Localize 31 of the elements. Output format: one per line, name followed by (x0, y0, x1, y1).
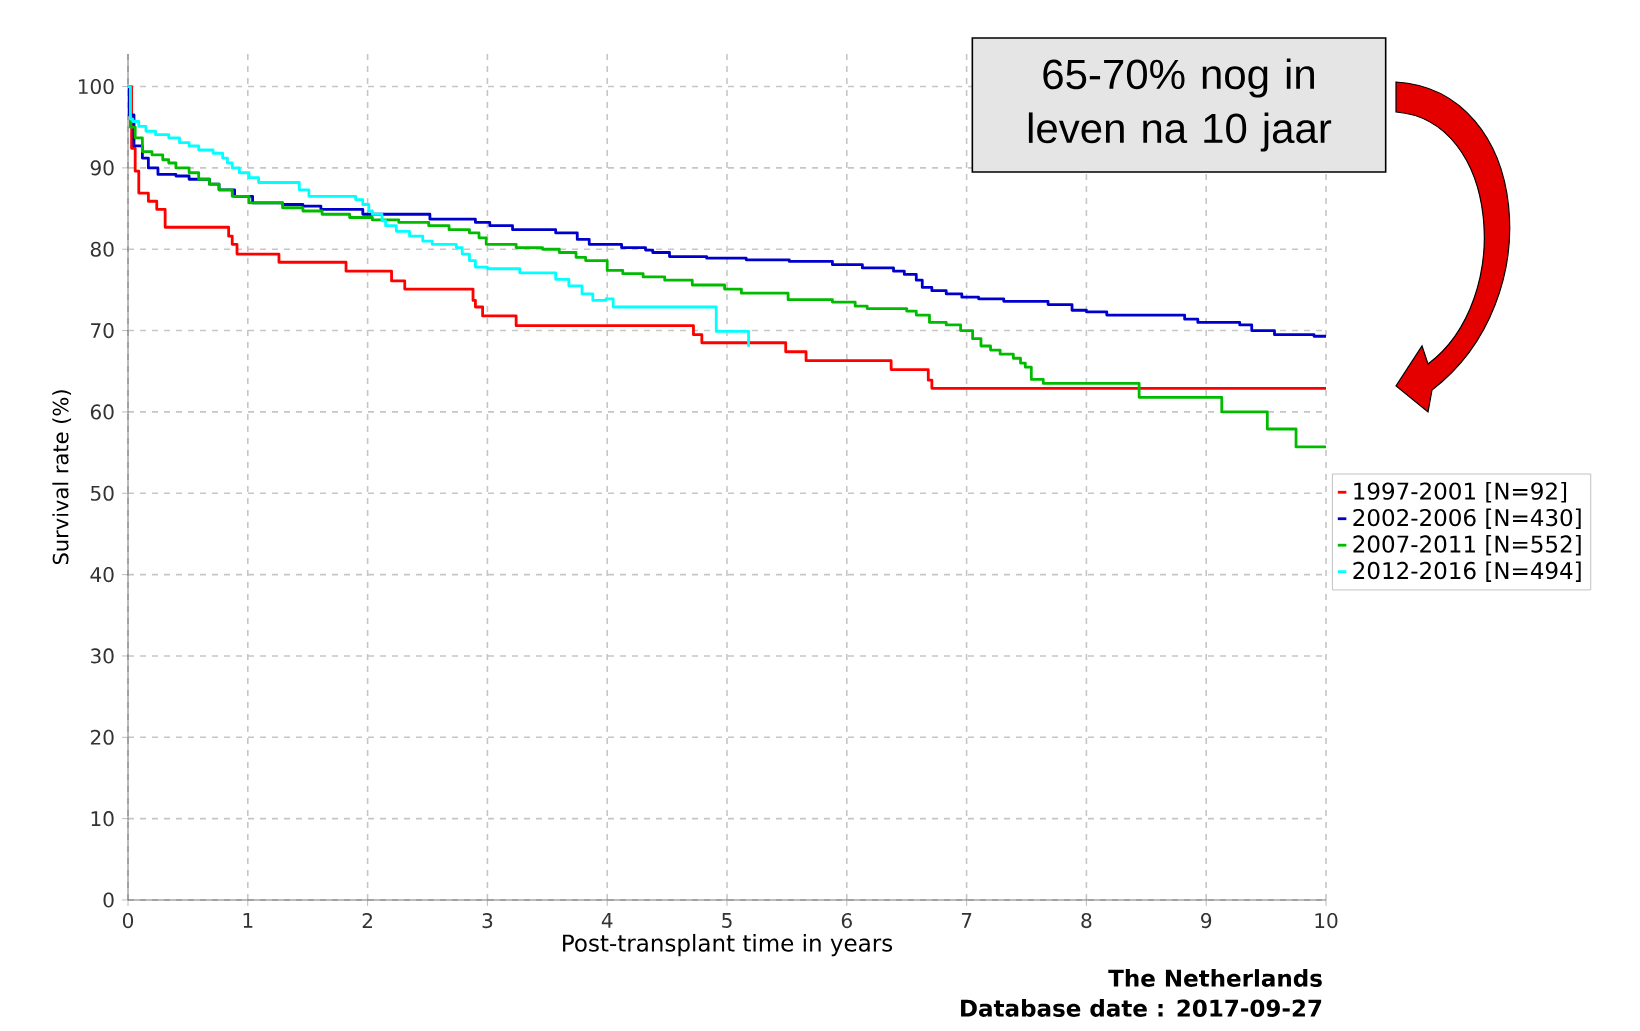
legend-label: 2002-2006 [N=430] (1353, 508, 1581, 530)
y-tick-label: 60 (90, 404, 114, 420)
x-tick-label: 3 (482, 913, 493, 929)
y-axis-title: Survival rate (%) (52, 390, 72, 565)
x-tick-label: 5 (722, 913, 732, 928)
annotation: 65-70% nog in leven na 10 jaar (1028, 58, 1332, 152)
legend-label: 2012-2016 [N=494] (1353, 561, 1581, 582)
legend-label: 1997-2001 [N=92] (1354, 482, 1567, 503)
x-tick-label: 7 (961, 913, 972, 928)
x-tick-label: 4 (601, 913, 613, 928)
y-tick-label: 100 (78, 78, 114, 95)
y-tick-label: 90 (90, 160, 114, 176)
y-tick-label: 80 (90, 241, 114, 257)
y-tick-label: 70 (91, 322, 114, 339)
legend-label: 2007-2011 [N=552] (1353, 534, 1581, 556)
y-tick-label: 10 (91, 811, 114, 827)
x-tick-label: 6 (841, 913, 852, 929)
y-tick-label: 30 (91, 648, 114, 664)
x-tick-label: 1 (243, 913, 253, 928)
y-tick-label: 50 (91, 485, 114, 501)
text: The Netherlands (1108, 969, 1322, 987)
x-tick-label: 9 (1201, 913, 1212, 929)
x-tick-label: 0 (122, 913, 134, 929)
x-tick-label: 10 (1315, 913, 1338, 929)
text: Database date : 2017-09-27 (961, 999, 1322, 1017)
y-tick-label: 0 (103, 892, 114, 908)
y-tick-label: 40 (90, 567, 114, 583)
x-axis-title: Post-transplant time in years (563, 933, 893, 957)
x-tick-label: 2 (362, 913, 372, 928)
y-tick-label: 20 (90, 729, 114, 745)
x-tick-label: 8 (1081, 913, 1092, 929)
